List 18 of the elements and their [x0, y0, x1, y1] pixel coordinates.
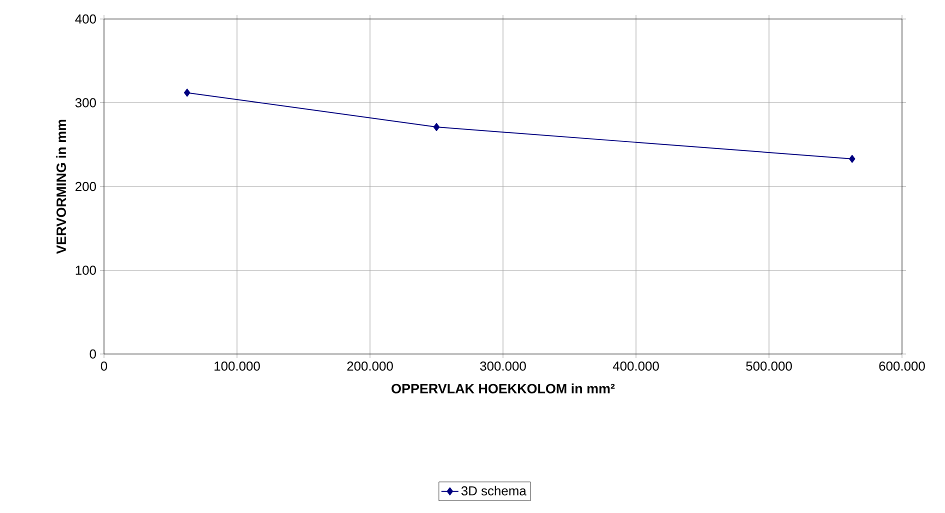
- y-axis-title: VERVORMING in mm: [56, 120, 66, 254]
- y-tick-label: 300: [75, 98, 96, 108]
- y-tick-label: 100: [76, 266, 96, 275]
- x-axis-title: OPPERVLAK HOEKKOLOM in mm²: [392, 384, 615, 394]
- y-tick-label: 400: [75, 14, 96, 24]
- point: [184, 88, 190, 97]
- point: [433, 123, 440, 132]
- x-tick-label: 0: [100, 362, 108, 371]
- point: [849, 154, 856, 163]
- x-tick-label: 100.000: [214, 362, 260, 371]
- x-tick-label: 600.000: [879, 362, 925, 371]
- legend-label: 3D schema: [461, 486, 526, 496]
- x-tick-label: 500.000: [746, 362, 792, 371]
- y-tick-label: 0: [90, 349, 96, 359]
- x-tick-label: 300.000: [480, 362, 526, 371]
- x-tick-label: 200.000: [347, 362, 393, 371]
- y-tick-label: 200: [76, 182, 96, 192]
- x-tick-label: 400.000: [612, 362, 659, 371]
